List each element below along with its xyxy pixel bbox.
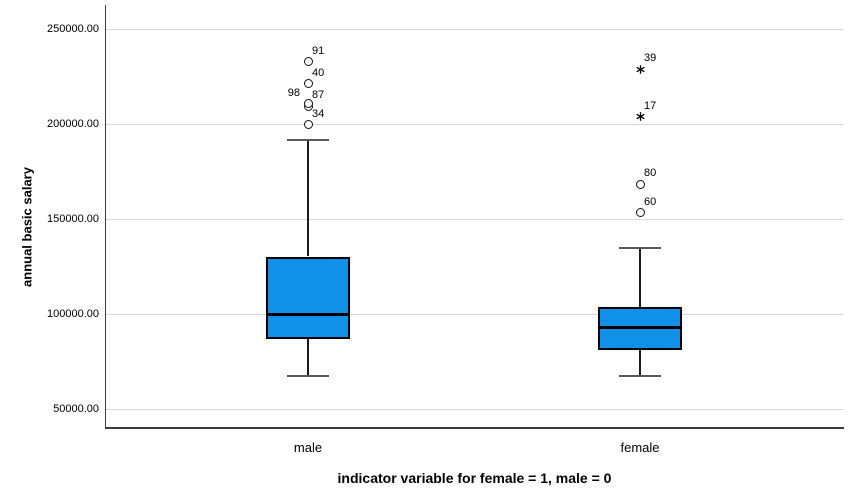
outlier-circle-marker [303, 57, 313, 67]
x-category-label-female: female [620, 440, 660, 455]
y-axis-title: annual basic salary [19, 167, 35, 287]
lower-whisker-cap [287, 375, 329, 378]
lower-whisker [639, 349, 641, 377]
median-line-male [268, 313, 348, 316]
outlier-circle-marker [303, 79, 313, 89]
outlier-circle-marker [303, 120, 313, 129]
y-gridline [106, 28, 844, 30]
median-line-female [600, 326, 680, 330]
outlier-case-label: 80 [644, 167, 657, 180]
outlier-circle-marker [303, 99, 313, 109]
outlier-case-label: 34 [312, 107, 325, 120]
y-gridline [106, 123, 844, 125]
y-tick-label: 150000.00 [47, 212, 99, 225]
upper-whisker-cap [619, 247, 661, 249]
outlier-case-label: 17 [644, 99, 657, 112]
x-category-label-male: male [293, 440, 323, 455]
extreme-star-marker [635, 112, 645, 122]
y-gridline [106, 408, 844, 410]
outlier-case-label: 39 [644, 52, 657, 65]
upper-whisker-cap [287, 138, 329, 141]
outlier-circle-marker [635, 179, 645, 189]
upper-whisker [639, 248, 641, 307]
y-gridline [106, 218, 844, 220]
plot-area [105, 5, 844, 429]
y-tick-label: 200000.00 [47, 117, 99, 130]
lower-whisker [307, 339, 309, 377]
outlier-case-label: 40 [312, 66, 325, 79]
y-tick-label: 50000.00 [53, 402, 99, 415]
outlier-case-label: 91 [312, 44, 325, 57]
outlier-case-label: 98 [287, 86, 300, 99]
upper-whisker [307, 139, 309, 257]
lower-whisker-cap [619, 375, 661, 378]
iqr-box-male [266, 256, 350, 340]
y-tick-label: 100000.00 [47, 307, 99, 320]
outlier-case-label: 60 [644, 195, 657, 208]
outlier-case-label: 87 [312, 89, 325, 102]
x-axis-title: indicator variable for female = 1, male … [337, 470, 612, 486]
outlier-circle-marker [635, 208, 645, 218]
y-gridline [106, 313, 844, 315]
extreme-star-marker [635, 65, 645, 74]
y-tick-label: 250000.00 [47, 22, 99, 35]
